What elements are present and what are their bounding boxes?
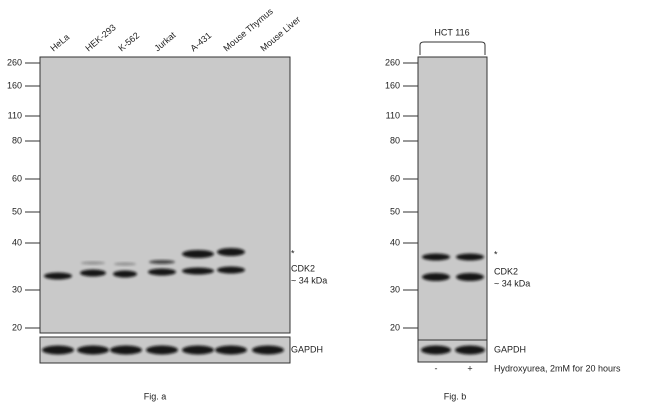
marker-label: 160: [385, 80, 400, 90]
band: [80, 269, 106, 277]
band: [148, 268, 176, 276]
band: [182, 345, 214, 355]
band: [110, 345, 142, 355]
band: [44, 272, 72, 280]
marker-label: 40: [390, 237, 400, 247]
band: [113, 270, 137, 278]
loading-control-label: GAPDH: [291, 344, 323, 354]
treatment-sign: -: [435, 363, 438, 373]
lane-label: A-431: [188, 30, 213, 53]
marker-label: 80: [390, 135, 400, 145]
band: [252, 345, 284, 355]
marker-label: 50: [390, 206, 400, 216]
cell-line-label: HCT 116: [434, 27, 469, 37]
bracket: [419, 41, 486, 55]
lane-label: K-562: [116, 30, 141, 53]
band: [114, 262, 136, 266]
band: [182, 267, 214, 275]
protein-label: CDK2: [494, 266, 518, 276]
marker-label: 60: [12, 173, 22, 183]
marker-label: 60: [390, 173, 400, 183]
band: [456, 273, 484, 281]
marker-label: 260: [7, 57, 22, 67]
size-label: ~ 34 kDa: [494, 278, 530, 288]
band: [146, 345, 178, 355]
lane-label: HeLa: [48, 32, 71, 53]
band: [422, 273, 450, 281]
protein-label: CDK2: [291, 263, 315, 273]
treatment-sign: +: [467, 363, 472, 373]
band: [77, 345, 109, 355]
band: [42, 345, 74, 355]
loading-control-label: GAPDH: [494, 344, 526, 354]
lane-label: HEK-293: [83, 22, 117, 53]
band: [455, 345, 485, 355]
marker-label: 160: [7, 80, 22, 90]
band: [217, 266, 245, 274]
marker-label: 50: [12, 206, 22, 216]
gapdh-strip-b: [417, 339, 488, 363]
band: [182, 250, 214, 258]
marker-label: 110: [8, 110, 22, 120]
band: [149, 260, 175, 264]
marker-label: 80: [12, 135, 22, 145]
band: [422, 253, 450, 261]
band: [81, 261, 105, 265]
caption: Fig. b: [444, 391, 467, 401]
band: [215, 345, 247, 355]
asterisk-label: *: [291, 248, 295, 258]
marker-label: 40: [12, 237, 22, 247]
treatment-label: Hydroxyurea, 2mM for 20 hours: [494, 363, 621, 373]
lane-label: Jurkat: [152, 30, 178, 54]
marker-label: 260: [385, 57, 400, 67]
blot-panel-a: [39, 56, 291, 334]
marker-label: 110: [386, 110, 400, 120]
marker-label: 30: [12, 284, 22, 294]
marker-label: 20: [12, 322, 22, 332]
band: [421, 345, 451, 355]
band: [217, 248, 245, 256]
marker-label: 30: [390, 284, 400, 294]
marker-label: 20: [390, 322, 400, 332]
caption: Fig. a: [144, 391, 167, 401]
band: [456, 253, 484, 261]
asterisk-label: *: [494, 249, 498, 259]
blot-panel-b: [417, 56, 488, 341]
size-label: ~ 34 kDa: [291, 275, 327, 285]
